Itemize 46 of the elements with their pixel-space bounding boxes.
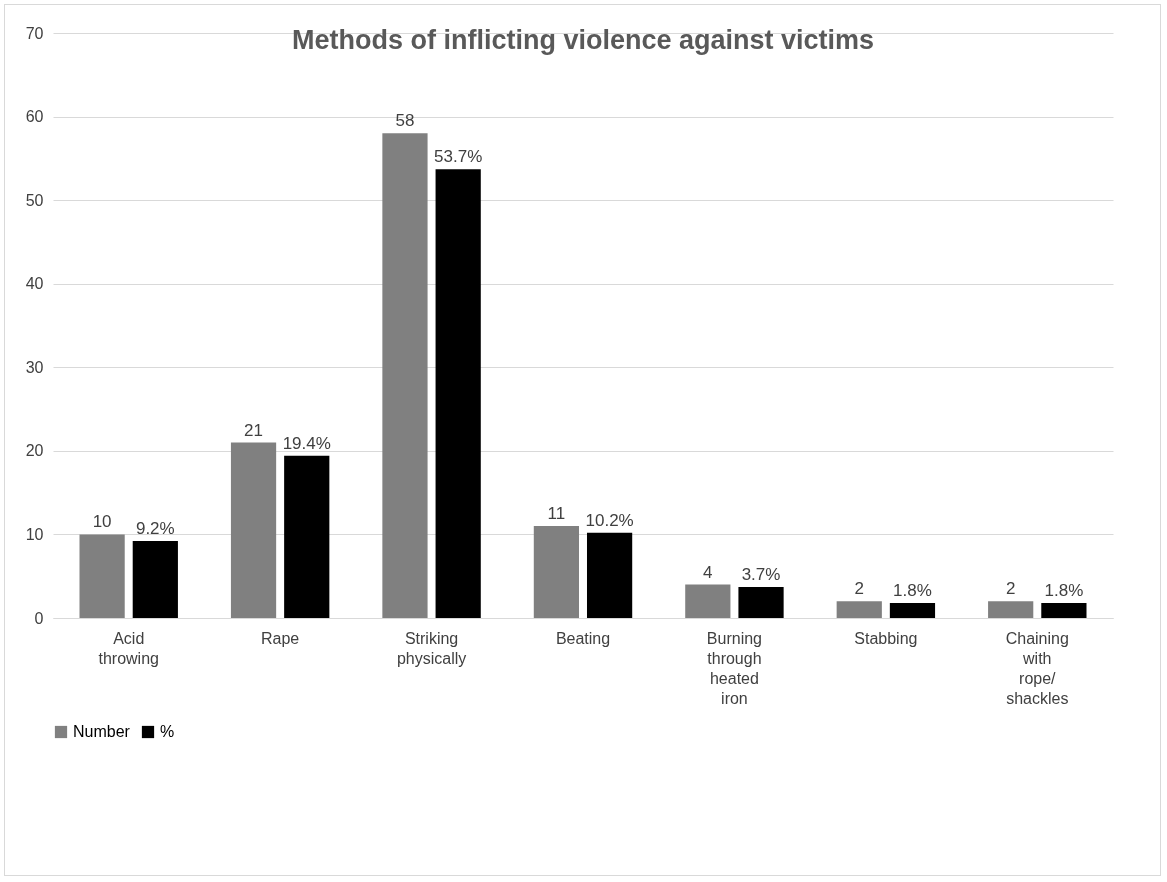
x-tick-label: Acid throwing: [98, 629, 159, 667]
y-tick-label: 40: [25, 275, 44, 293]
bar: [230, 442, 277, 618]
y-tick-label: 50: [25, 191, 44, 209]
bar: [132, 541, 178, 618]
x-tick-label: Stabbing: [854, 629, 918, 647]
y-tick-label: 10: [25, 525, 44, 543]
data-label: 10: [92, 512, 112, 532]
data-label: 4: [703, 562, 713, 582]
data-label: 2: [1005, 579, 1016, 599]
legend-label: Number: [73, 723, 131, 740]
bar: [1041, 602, 1087, 618]
bar: [586, 532, 633, 618]
y-tick-label: 0: [34, 609, 44, 627]
y-tick-label: 70: [25, 24, 44, 42]
data-label: 53.7%: [434, 147, 483, 167]
x-tick-label: Striking physically: [396, 629, 467, 667]
data-label: 21: [244, 420, 263, 440]
data-label: 1.8%: [893, 580, 932, 600]
data-label: 1.8%: [1044, 580, 1084, 600]
data-label: 19.4%: [282, 433, 331, 453]
chart-title: Methods of inflicting violence against victims: [291, 25, 875, 55]
data-label: 9.2%: [135, 519, 175, 539]
y-tick-label: 20: [25, 442, 44, 460]
data-label: 10.2%: [585, 510, 634, 530]
x-tick-label: Chaining with rope/ shackles: [1005, 629, 1069, 707]
y-tick-label: 30: [25, 358, 44, 376]
data-label: 3.7%: [741, 565, 781, 585]
data-label: 11: [547, 504, 566, 524]
bar: [988, 601, 1034, 618]
bar: [889, 602, 936, 618]
bar: [284, 455, 330, 618]
x-tick-label: Rape: [261, 629, 300, 647]
bar: [685, 584, 731, 618]
legend-label: %: [160, 723, 175, 740]
bar: [836, 601, 882, 618]
bar: [738, 587, 784, 618]
x-tick-label: Beating: [555, 629, 611, 647]
bar: [79, 534, 125, 618]
bar: [435, 169, 481, 618]
y-tick-label: 60: [25, 108, 44, 126]
data-label: 58: [395, 111, 415, 131]
data-label: 2: [854, 579, 864, 599]
bar: [382, 133, 428, 618]
bar: [533, 526, 580, 618]
x-tick-label: Burning through heated iron: [706, 629, 763, 707]
